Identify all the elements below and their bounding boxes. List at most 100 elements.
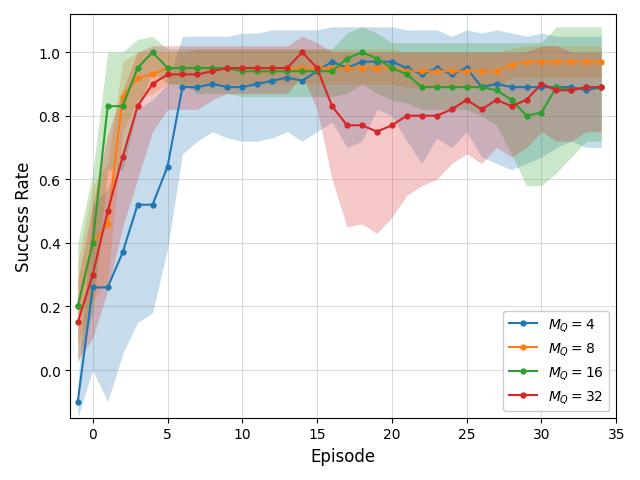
$M_Q = 16$ — [284, 69, 291, 75]
$M_Q = 32$ — [463, 98, 470, 104]
$M_Q = 8$ — [298, 66, 306, 72]
$M_Q = 16$ — [328, 69, 336, 75]
$M_Q = 4$ — [508, 85, 515, 91]
$M_Q = 32$ — [433, 114, 440, 120]
Line: $M_Q = 16$: $M_Q = 16$ — [76, 50, 604, 309]
$M_Q = 4$ — [239, 85, 246, 91]
$M_Q = 16$ — [179, 66, 186, 72]
$M_Q = 16$ — [373, 57, 381, 62]
$M_Q = 16$ — [239, 69, 246, 75]
Legend: $M_Q = 4$, $M_Q = 8$, $M_Q = 16$, $M_Q = 32$: $M_Q = 4$, $M_Q = 8$, $M_Q = 16$, $M_Q =… — [504, 311, 609, 411]
$M_Q = 32$ — [134, 104, 141, 110]
$M_Q = 32$ — [448, 107, 456, 113]
$M_Q = 8$ — [523, 60, 531, 65]
$M_Q = 8$ — [568, 60, 575, 65]
$M_Q = 4$ — [388, 60, 396, 65]
$M_Q = 8$ — [463, 69, 470, 75]
$M_Q = 16$ — [268, 69, 276, 75]
$M_Q = 16$ — [582, 85, 590, 91]
$M_Q = 16$ — [418, 85, 426, 91]
$M_Q = 8$ — [209, 66, 216, 72]
$M_Q = 4$ — [284, 75, 291, 81]
$M_Q = 8$ — [508, 63, 515, 69]
$M_Q = 16$ — [538, 110, 545, 116]
$M_Q = 8$ — [148, 72, 156, 78]
Y-axis label: Success Rate: Success Rate — [15, 161, 33, 272]
$M_Q = 4$ — [523, 85, 531, 91]
$M_Q = 32$ — [89, 272, 97, 278]
$M_Q = 8$ — [104, 221, 111, 227]
$M_Q = 16$ — [104, 104, 111, 110]
$M_Q = 16$ — [89, 240, 97, 246]
$M_Q = 32$ — [313, 66, 321, 72]
$M_Q = 8$ — [74, 304, 81, 310]
$M_Q = 8$ — [313, 66, 321, 72]
$M_Q = 32$ — [74, 320, 81, 325]
$M_Q = 4$ — [598, 85, 605, 91]
$M_Q = 32$ — [358, 123, 366, 129]
$M_Q = 4$ — [328, 60, 336, 65]
$M_Q = 4$ — [89, 285, 97, 291]
$M_Q = 4$ — [148, 203, 156, 208]
$M_Q = 16$ — [568, 88, 575, 94]
$M_Q = 8$ — [493, 69, 500, 75]
$M_Q = 16$ — [598, 85, 605, 91]
$M_Q = 8$ — [179, 66, 186, 72]
$M_Q = 32$ — [284, 66, 291, 72]
$M_Q = 8$ — [119, 95, 127, 100]
$M_Q = 4$ — [298, 79, 306, 84]
$M_Q = 16$ — [493, 88, 500, 94]
$M_Q = 16$ — [209, 66, 216, 72]
$M_Q = 16$ — [552, 85, 560, 91]
$M_Q = 8$ — [598, 60, 605, 65]
$M_Q = 8$ — [388, 66, 396, 72]
$M_Q = 16$ — [388, 66, 396, 72]
$M_Q = 32$ — [568, 88, 575, 94]
$M_Q = 32$ — [209, 69, 216, 75]
Line: $M_Q = 8$: $M_Q = 8$ — [76, 60, 604, 309]
$M_Q = 32$ — [239, 66, 246, 72]
$M_Q = 8$ — [253, 66, 261, 72]
$M_Q = 32$ — [343, 123, 351, 129]
$M_Q = 32$ — [373, 130, 381, 135]
$M_Q = 4$ — [373, 60, 381, 65]
$M_Q = 4$ — [418, 72, 426, 78]
$M_Q = 8$ — [193, 66, 201, 72]
$M_Q = 8$ — [358, 66, 366, 72]
$M_Q = 4$ — [223, 85, 231, 91]
$M_Q = 8$ — [268, 66, 276, 72]
$M_Q = 4$ — [253, 82, 261, 88]
$M_Q = 32$ — [523, 98, 531, 104]
$M_Q = 4$ — [313, 69, 321, 75]
$M_Q = 8$ — [582, 60, 590, 65]
$M_Q = 16$ — [463, 85, 470, 91]
$M_Q = 16$ — [313, 69, 321, 75]
$M_Q = 8$ — [134, 75, 141, 81]
$M_Q = 32$ — [104, 209, 111, 215]
$M_Q = 32$ — [119, 155, 127, 161]
$M_Q = 8$ — [448, 69, 456, 75]
$M_Q = 4$ — [193, 85, 201, 91]
$M_Q = 16$ — [74, 304, 81, 310]
$M_Q = 32$ — [598, 85, 605, 91]
$M_Q = 8$ — [343, 66, 351, 72]
$M_Q = 16$ — [119, 104, 127, 110]
$M_Q = 8$ — [239, 66, 246, 72]
$M_Q = 32$ — [418, 114, 426, 120]
$M_Q = 32$ — [253, 66, 261, 72]
$M_Q = 16$ — [508, 98, 515, 104]
$M_Q = 4$ — [403, 66, 411, 72]
$M_Q = 32$ — [223, 66, 231, 72]
$M_Q = 32$ — [493, 98, 500, 104]
$M_Q = 8$ — [433, 69, 440, 75]
$M_Q = 8$ — [403, 69, 411, 75]
$M_Q = 16$ — [193, 66, 201, 72]
$M_Q = 4$ — [538, 85, 545, 91]
$M_Q = 4$ — [119, 250, 127, 256]
$M_Q = 16$ — [403, 72, 411, 78]
$M_Q = 16$ — [343, 57, 351, 62]
$M_Q = 4$ — [478, 85, 486, 91]
$M_Q = 4$ — [463, 66, 470, 72]
$M_Q = 4$ — [268, 79, 276, 84]
$M_Q = 32$ — [179, 72, 186, 78]
